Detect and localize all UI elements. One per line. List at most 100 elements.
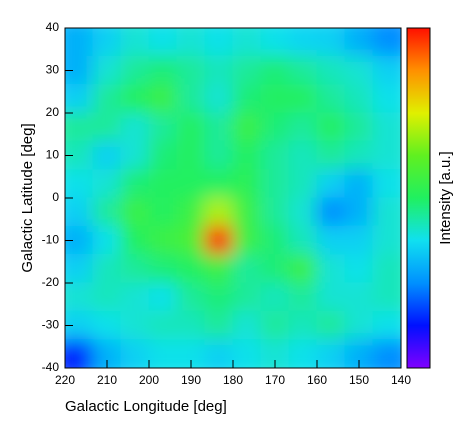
heat-cell bbox=[232, 112, 262, 142]
heat-cell bbox=[176, 55, 206, 86]
heat-cell bbox=[344, 197, 374, 227]
y-axis-title: Galactic Latitude [deg] bbox=[19, 123, 36, 272]
heat-cell bbox=[372, 225, 401, 256]
heat-cell bbox=[176, 84, 206, 114]
heat-cell bbox=[204, 112, 234, 142]
heat-cell bbox=[232, 197, 262, 227]
heat-cell bbox=[120, 282, 150, 312]
heat-cell bbox=[204, 28, 234, 57]
heat-cell bbox=[176, 282, 206, 312]
heat-cell bbox=[92, 112, 122, 142]
y-tick-label: 10 bbox=[46, 148, 60, 162]
heat-cell bbox=[148, 140, 178, 171]
heat-cell bbox=[316, 169, 346, 199]
heat-cell bbox=[65, 169, 94, 199]
heat-cell bbox=[316, 84, 346, 114]
heat-cell bbox=[232, 140, 262, 171]
heat-cell bbox=[232, 310, 262, 341]
heat-cell bbox=[120, 112, 150, 142]
heat-cell bbox=[372, 197, 401, 227]
heat-cell bbox=[260, 310, 290, 341]
y-tick-label: -40 bbox=[42, 360, 60, 374]
heat-cell bbox=[260, 254, 290, 284]
heat-cell bbox=[288, 55, 318, 86]
heat-cell bbox=[344, 55, 374, 86]
heat-cell bbox=[372, 310, 401, 341]
heat-cell bbox=[65, 84, 94, 114]
heat-cell bbox=[288, 225, 318, 256]
heat-cell bbox=[288, 282, 318, 312]
heat-cell bbox=[316, 112, 346, 142]
heat-cell bbox=[92, 84, 122, 114]
heat-cell bbox=[176, 140, 206, 171]
heat-cell bbox=[204, 169, 234, 199]
heat-cell bbox=[260, 84, 290, 114]
heat-cell bbox=[316, 310, 346, 341]
heat-cell bbox=[372, 254, 401, 284]
x-tick-label: 220 bbox=[55, 373, 75, 387]
heat-cell bbox=[316, 339, 346, 368]
heat-cell bbox=[372, 282, 401, 312]
heat-cell bbox=[372, 84, 401, 114]
x-tick-label: 140 bbox=[391, 373, 411, 387]
heat-cell bbox=[176, 310, 206, 341]
heat-cell bbox=[316, 225, 346, 256]
heat-cell bbox=[148, 254, 178, 284]
heat-cell bbox=[260, 28, 290, 57]
heat-cell bbox=[232, 282, 262, 312]
heat-cell bbox=[372, 169, 401, 199]
heat-cell bbox=[204, 140, 234, 171]
heat-cell bbox=[344, 169, 374, 199]
heat-cell bbox=[260, 55, 290, 86]
heat-cell bbox=[288, 169, 318, 199]
heat-cell bbox=[316, 254, 346, 284]
heat-cell bbox=[120, 55, 150, 86]
heat-cell bbox=[120, 254, 150, 284]
heat-cell bbox=[260, 140, 290, 171]
heat-cell bbox=[65, 55, 94, 86]
heat-cell bbox=[260, 282, 290, 312]
heat-cell bbox=[65, 339, 94, 368]
x-tick-label: 170 bbox=[265, 373, 285, 387]
heat-cell bbox=[148, 112, 178, 142]
y-tick-label: 20 bbox=[46, 105, 60, 119]
x-axis-title: Galactic Longitude [deg] bbox=[65, 398, 227, 415]
heat-cell bbox=[120, 339, 150, 368]
heat-cell bbox=[232, 254, 262, 284]
heat-cell bbox=[204, 254, 234, 284]
heat-cell bbox=[120, 197, 150, 227]
heat-cell bbox=[65, 254, 94, 284]
heat-cell bbox=[288, 112, 318, 142]
heat-cell bbox=[65, 282, 94, 312]
heat-cell bbox=[372, 28, 401, 57]
x-tick-label: 150 bbox=[349, 373, 369, 387]
heat-cell bbox=[65, 112, 94, 142]
heat-cell bbox=[204, 197, 234, 227]
heat-cell bbox=[148, 339, 178, 368]
heat-cell bbox=[372, 55, 401, 86]
heat-cell bbox=[148, 84, 178, 114]
heat-cell bbox=[232, 225, 262, 256]
y-tick-label: 40 bbox=[46, 20, 60, 34]
x-tick-label: 210 bbox=[97, 373, 117, 387]
heat-cell bbox=[120, 310, 150, 341]
heat-cell bbox=[232, 55, 262, 86]
colorbar bbox=[406, 27, 431, 369]
heat-cell bbox=[92, 140, 122, 171]
heat-cell bbox=[288, 28, 318, 57]
y-tick-label: 0 bbox=[52, 190, 59, 204]
heat-cell bbox=[204, 339, 234, 368]
heat-cell bbox=[288, 254, 318, 284]
heat-cell bbox=[148, 55, 178, 86]
heat-cell bbox=[65, 310, 94, 341]
y-tick-label: 30 bbox=[46, 63, 60, 77]
heat-cell bbox=[288, 310, 318, 341]
heat-cell bbox=[65, 197, 94, 227]
heat-cell bbox=[176, 169, 206, 199]
heat-cell bbox=[288, 140, 318, 171]
heat-cell bbox=[148, 197, 178, 227]
y-tick-label: -10 bbox=[42, 233, 60, 247]
heat-cell bbox=[288, 197, 318, 227]
heat-cell bbox=[176, 197, 206, 227]
heat-cell bbox=[120, 28, 150, 57]
